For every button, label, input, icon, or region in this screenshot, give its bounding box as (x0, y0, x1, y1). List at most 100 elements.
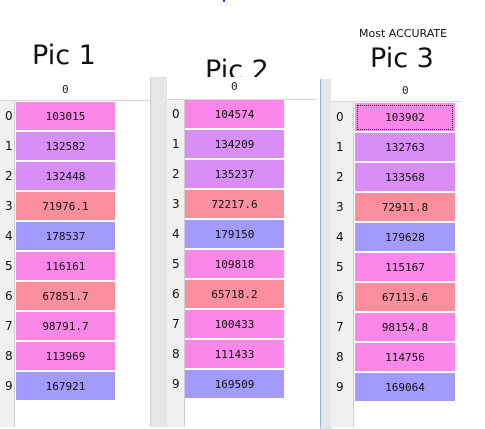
table-row: 7 100433 (167, 310, 284, 339)
table-row: 5 115167 (331, 253, 455, 282)
table-row: 0 104574 (167, 100, 284, 129)
panel-separator-1 (150, 77, 168, 427)
table-row: 8 114756 (331, 343, 455, 372)
table-row: 7 98791.7 (0, 312, 115, 341)
table-cell[interactable]: 116161 (16, 252, 115, 281)
table-row: 6 65718.2 (167, 280, 284, 309)
table-cell[interactable]: 67113.6 (355, 283, 455, 312)
table-cell[interactable]: 132763 (355, 133, 455, 162)
table-cell[interactable]: 178537 (16, 222, 115, 251)
table-cell[interactable]: 134209 (185, 130, 284, 159)
table-cell[interactable]: 109818 (185, 250, 284, 279)
table-cell[interactable]: 72217.6 (185, 190, 284, 219)
dataframe-table-pic1: 0 0 103015 1 132582 2 132448 3 71976.1 4 178537 5 1… (0, 78, 150, 427)
table-cell[interactable]: 71976.1 (16, 192, 115, 221)
row-index: 2 (336, 170, 344, 184)
table-row: 8 111433 (167, 340, 284, 369)
row-index: 5 (336, 260, 344, 274)
row-index: 4 (172, 227, 180, 241)
table-cell[interactable]: 133568 (355, 163, 455, 192)
row-index: 0 (336, 110, 344, 124)
row-index: 0 (5, 109, 13, 123)
table-cell[interactable]: 72911.8 (355, 193, 455, 222)
table-row: 9 167921 (0, 372, 115, 401)
row-index: 4 (5, 229, 13, 243)
table-cell[interactable]: 103902 (355, 103, 455, 132)
table-row: 8 113969 (0, 342, 115, 371)
dataframe-table-pic3: 0 0 103902 1 132763 2 133568 3 72911.8 4 179628 5 1… (331, 79, 461, 427)
pic1-title: Pic 1 (32, 40, 96, 71)
table-cell[interactable]: 132582 (16, 132, 115, 161)
column-header: 0 (167, 77, 317, 100)
row-index: 2 (172, 167, 180, 181)
row-index: 1 (172, 137, 180, 151)
table-row: 5 109818 (167, 250, 284, 279)
row-index-gutter (0, 78, 15, 427)
table-cell[interactable]: 113969 (16, 342, 115, 371)
table-row: 1 134209 (167, 130, 284, 159)
table-cell[interactable]: 100433 (185, 310, 284, 339)
table-cell[interactable]: 65718.2 (185, 280, 284, 309)
most-accurate-note: Most ACCURATE (359, 27, 448, 40)
panel-divider-line (320, 79, 321, 427)
table-row: 7 98154.8 (331, 313, 455, 342)
table-cell[interactable]: 111433 (185, 340, 284, 369)
row-index: 0 (172, 107, 180, 121)
table-row: 6 67113.6 (331, 283, 455, 312)
pic3-title: Pic 3 (370, 43, 434, 74)
table-cell[interactable]: 67851.7 (16, 282, 115, 311)
table-row: 4 179150 (167, 220, 284, 249)
row-index: 3 (336, 200, 344, 214)
table-cell[interactable]: 167921 (16, 372, 115, 401)
table-cell[interactable]: 98154.8 (355, 313, 455, 342)
table-row: 0 103015 (0, 102, 115, 131)
column-header-label: 0 (402, 84, 409, 97)
row-index: 2 (5, 169, 13, 183)
row-index: 9 (5, 379, 13, 393)
stray-dot (223, 0, 225, 2)
table-cell[interactable]: 169509 (185, 370, 284, 399)
table-row: 1 132582 (0, 132, 115, 161)
column-header: 0 (0, 78, 150, 101)
column-header-label: 0 (62, 83, 69, 96)
table-row: 4 178537 (0, 222, 115, 251)
row-index: 6 (5, 289, 13, 303)
table-cell[interactable]: 115167 (355, 253, 455, 282)
table-row: 9 169064 (331, 373, 455, 402)
row-index: 7 (172, 317, 180, 331)
row-index-gutter (331, 79, 354, 427)
dataframe-table-pic2: 0 0 104574 1 134209 2 135237 3 72217.6 4 179150 5 1… (167, 77, 317, 427)
table-row: 9 169509 (167, 370, 284, 399)
column-header: 0 (331, 79, 461, 102)
row-index: 3 (5, 199, 13, 213)
table-row: 4 179628 (331, 223, 455, 252)
column-header-label: 0 (231, 80, 238, 93)
table-cell[interactable]: 103015 (16, 102, 115, 131)
row-index-gutter (167, 77, 185, 427)
row-index: 6 (336, 290, 344, 304)
table-cell[interactable]: 114756 (355, 343, 455, 372)
table-row: 2 135237 (167, 160, 284, 189)
row-index: 9 (172, 377, 180, 391)
table-row: 6 67851.7 (0, 282, 115, 311)
table-cell[interactable]: 169064 (355, 373, 455, 402)
table-row: 0 103902 (331, 103, 455, 132)
row-index: 1 (336, 140, 344, 154)
table-cell[interactable]: 179150 (185, 220, 284, 249)
table-row: 3 72911.8 (331, 193, 455, 222)
row-index: 9 (336, 380, 344, 394)
table-cell[interactable]: 135237 (185, 160, 284, 189)
table-cell[interactable]: 104574 (185, 100, 284, 129)
table-cell[interactable]: 179628 (355, 223, 455, 252)
row-index: 8 (172, 347, 180, 361)
table-row: 1 132763 (331, 133, 455, 162)
row-index: 3 (172, 197, 180, 211)
row-index: 5 (172, 257, 180, 271)
row-index: 8 (336, 350, 344, 364)
row-index: 1 (5, 139, 13, 153)
row-index: 8 (5, 349, 13, 363)
row-index: 4 (336, 230, 344, 244)
table-row: 3 72217.6 (167, 190, 284, 219)
table-cell[interactable]: 98791.7 (16, 312, 115, 341)
table-cell[interactable]: 132448 (16, 162, 115, 191)
